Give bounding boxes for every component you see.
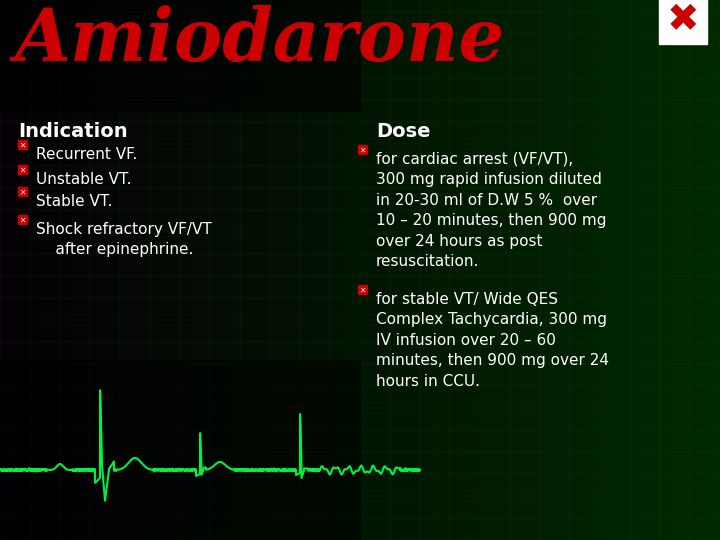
Bar — [156, 0, 168, 540]
Bar — [360, 0, 372, 540]
Bar — [492, 0, 504, 540]
Bar — [72, 0, 84, 540]
Bar — [276, 0, 288, 540]
Bar — [120, 0, 132, 540]
Bar — [12, 0, 24, 540]
Bar — [18, 140, 27, 149]
Bar — [552, 0, 564, 540]
Bar — [358, 145, 367, 154]
Bar — [696, 0, 708, 540]
Bar — [660, 0, 672, 540]
Bar — [18, 165, 27, 174]
Text: ✕: ✕ — [19, 165, 25, 174]
Bar — [336, 0, 348, 540]
Bar — [432, 0, 444, 540]
Text: ✕: ✕ — [19, 215, 25, 225]
Bar — [60, 0, 72, 540]
Bar — [624, 0, 636, 540]
Bar — [48, 0, 60, 540]
Bar — [420, 0, 432, 540]
Bar — [659, 0, 707, 44]
Bar — [240, 0, 252, 540]
Bar — [516, 0, 528, 540]
Text: Amiodarone: Amiodarone — [15, 5, 505, 76]
Bar — [192, 0, 204, 540]
Bar — [312, 0, 324, 540]
Text: ✕: ✕ — [19, 187, 25, 197]
Bar — [132, 0, 144, 540]
Bar — [444, 0, 456, 540]
Bar — [84, 0, 96, 540]
Bar — [384, 0, 396, 540]
Text: ✕: ✕ — [359, 145, 365, 154]
Bar — [168, 0, 180, 540]
Bar — [372, 0, 384, 540]
Bar — [358, 285, 367, 294]
Bar — [708, 0, 720, 540]
Bar — [216, 0, 228, 540]
Bar — [288, 0, 300, 540]
Text: Dose: Dose — [376, 122, 431, 141]
Bar — [96, 0, 108, 540]
Bar — [24, 0, 36, 540]
Bar — [204, 0, 216, 540]
Bar — [456, 0, 468, 540]
Text: ✕: ✕ — [359, 286, 365, 294]
Bar — [672, 0, 684, 540]
Bar — [144, 0, 156, 540]
Bar — [0, 0, 12, 540]
Text: Stable VT.: Stable VT. — [36, 194, 112, 209]
Bar — [408, 0, 420, 540]
Bar — [0, 0, 360, 110]
Bar — [348, 0, 360, 540]
Text: for stable VT/ Wide QES
Complex Tachycardia, 300 mg
IV infusion over 20 – 60
min: for stable VT/ Wide QES Complex Tachycar… — [376, 292, 609, 389]
Bar — [684, 0, 696, 540]
Bar — [18, 215, 27, 224]
Text: Indication: Indication — [18, 122, 127, 141]
Bar — [636, 0, 648, 540]
Bar — [228, 0, 240, 540]
Bar — [18, 187, 27, 196]
Bar — [504, 0, 516, 540]
Bar — [0, 360, 360, 540]
Bar — [108, 0, 120, 540]
Bar — [648, 0, 660, 540]
Bar — [252, 0, 264, 540]
Text: ✕: ✕ — [19, 140, 25, 150]
Bar — [300, 0, 312, 540]
Bar — [528, 0, 540, 540]
Bar — [36, 0, 48, 540]
Bar — [540, 0, 552, 540]
Bar — [468, 0, 480, 540]
Text: for cardiac arrest (VF/VT),
300 mg rapid infusion diluted
in 20-30 ml of D.W 5 %: for cardiac arrest (VF/VT), 300 mg rapid… — [376, 152, 606, 269]
Text: ✖: ✖ — [667, 1, 699, 39]
Bar — [324, 0, 336, 540]
Bar — [180, 0, 192, 540]
Bar — [564, 0, 576, 540]
Bar — [612, 0, 624, 540]
Bar — [576, 0, 588, 540]
Bar — [600, 0, 612, 540]
Bar — [588, 0, 600, 540]
Text: Shock refractory VF/VT
    after epinephrine.: Shock refractory VF/VT after epinephrine… — [36, 222, 212, 258]
Bar — [480, 0, 492, 540]
Bar — [264, 0, 276, 540]
Bar — [396, 0, 408, 540]
Text: Unstable VT.: Unstable VT. — [36, 172, 132, 187]
Text: Recurrent VF.: Recurrent VF. — [36, 147, 138, 162]
